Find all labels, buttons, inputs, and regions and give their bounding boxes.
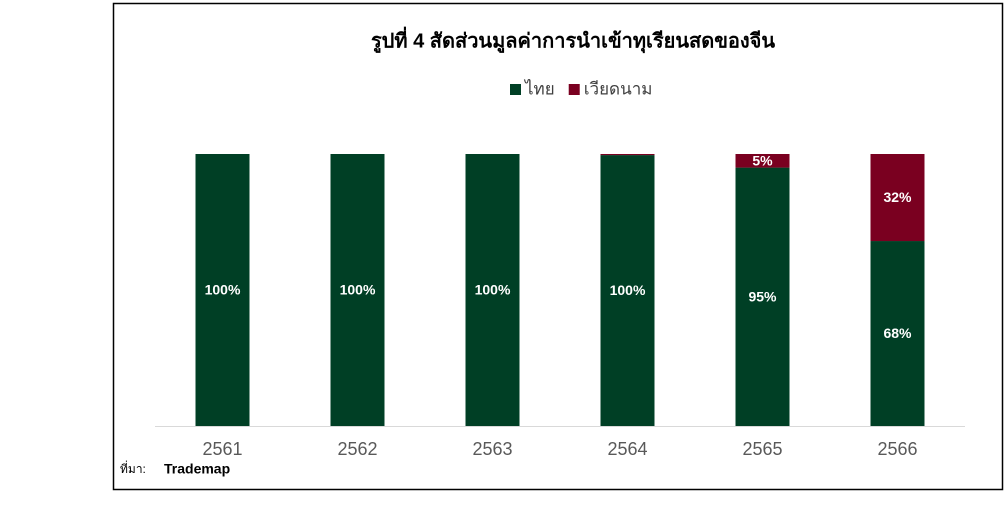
legend-swatch [510,84,521,95]
x-tick-label: 2563 [472,439,512,459]
data-label: 32% [883,189,912,205]
bar-segment [600,155,655,426]
x-tick-label: 2565 [742,439,782,459]
x-tick-label: 2566 [877,439,917,459]
data-label: 100% [475,282,511,298]
data-label: 100% [340,282,376,298]
legend-label: ไทย [523,78,555,98]
data-label: 100% [610,282,646,298]
x-tick-label: 2561 [202,439,242,459]
bar-segment [330,154,385,426]
bar-segment [465,154,520,426]
bar-segment [870,154,925,242]
data-label: 5% [752,153,773,169]
data-label: 95% [748,289,777,305]
bar-segment [735,167,790,426]
bar-segment [600,154,655,156]
bar-segment [870,241,925,426]
source-prefix: ที่มา: [120,460,146,476]
x-tick-label: 2562 [337,439,377,459]
bar-segment [735,154,790,168]
data-label: 68% [883,325,912,341]
chart-frame [112,2,1004,491]
source: Trademap [164,461,230,477]
legend-label: เวียดนาม [584,79,653,98]
legend-swatch [568,84,580,95]
data-label: 100% [205,282,241,298]
x-tick-label: 2564 [607,439,647,459]
chart-title: รูปที่ 4 สัดส่วนมูลค่าการนำเข้าทุเรียนสด… [371,25,775,54]
bar-segment [195,154,250,426]
